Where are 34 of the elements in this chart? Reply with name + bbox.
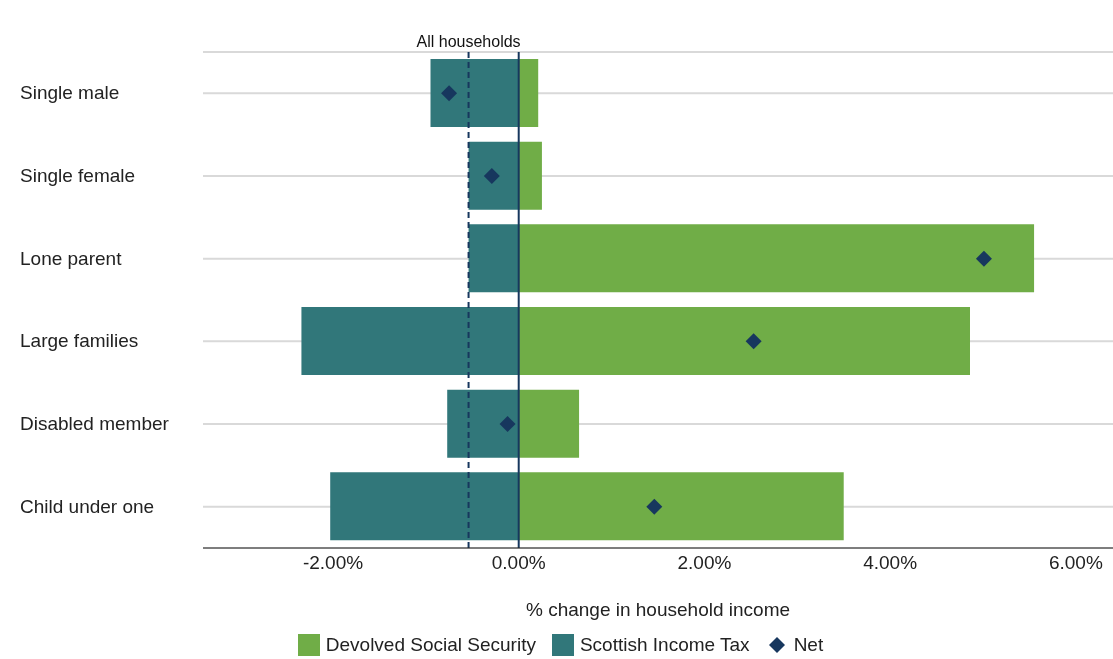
bar [430, 59, 519, 127]
bar [468, 224, 519, 293]
x-tick-label: 2.00% [677, 552, 732, 574]
x-axis-title: % change in household income [525, 599, 791, 620]
x-tick-label: 6.00% [1048, 552, 1103, 574]
x-tick-label: 4.00% [863, 552, 918, 574]
x-tick-label: -2.00% [302, 552, 364, 574]
point [441, 85, 458, 102]
point [745, 333, 762, 350]
y-tick-label: Child under one [20, 495, 155, 517]
point [499, 416, 516, 432]
x-tick-label: 0.00% [491, 552, 546, 574]
legend-label: Scottish Income Tax [579, 634, 750, 656]
y-tick-label: Large families [20, 330, 139, 352]
bar [518, 224, 1035, 293]
bar [518, 59, 539, 127]
legend-label: Devolved Social Security [325, 634, 536, 656]
bar [518, 389, 580, 458]
y-tick-label: Single male [20, 82, 120, 104]
y-tick-label: Disabled member [20, 413, 170, 434]
bar [447, 389, 519, 458]
bar [518, 472, 844, 541]
bar [301, 307, 519, 375]
point [975, 250, 992, 267]
point [646, 498, 663, 515]
bar [468, 141, 519, 210]
bar [518, 307, 970, 375]
legend-label: Net [793, 634, 824, 656]
bar [518, 141, 542, 210]
y-tick-label: Lone parent [20, 247, 123, 269]
y-tick-label: Single female [20, 165, 136, 186]
ref-line-label: All households [416, 33, 521, 50]
bar [330, 472, 519, 541]
point [483, 168, 500, 184]
